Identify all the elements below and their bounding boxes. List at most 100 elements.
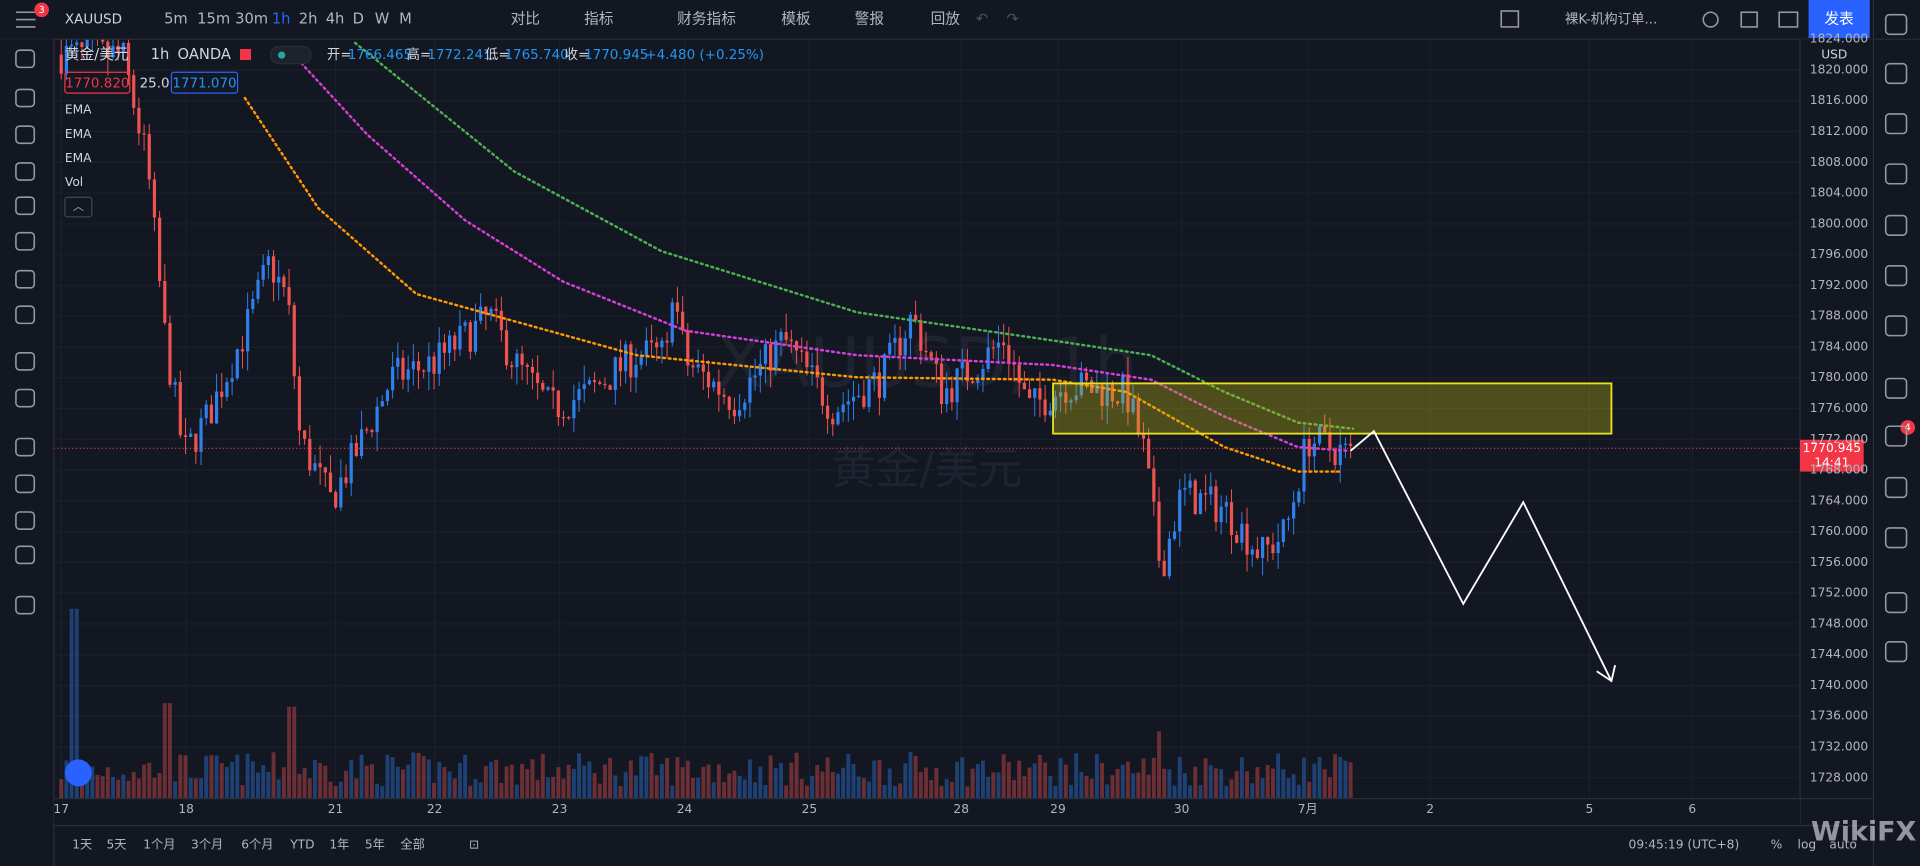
candle-body xyxy=(391,366,395,391)
tool-icon[interactable] xyxy=(15,162,36,181)
candle-body xyxy=(520,353,524,365)
volume-bar xyxy=(685,760,690,799)
compare-range-icon[interactable]: ⊡ xyxy=(469,838,479,852)
collapse-button[interactable] xyxy=(64,196,93,218)
toolbar-button[interactable]: 模板 xyxy=(781,10,811,28)
range-button[interactable]: 3个月 xyxy=(191,838,223,852)
publish-button[interactable] xyxy=(1808,0,1870,38)
projection-path[interactable] xyxy=(1350,429,1613,682)
volume-bar xyxy=(323,765,328,799)
toolbar-button[interactable]: 指标 xyxy=(584,11,614,28)
tool-icon[interactable] xyxy=(15,305,36,325)
undo-icon[interactable]: ↶ xyxy=(976,11,988,28)
log-toggle[interactable]: log xyxy=(1798,838,1817,852)
range-button[interactable]: 6个月 xyxy=(241,838,273,852)
volume-bar xyxy=(825,757,830,799)
publish-label[interactable]: 发表 xyxy=(1824,11,1854,28)
toolbar-button[interactable]: 回放 xyxy=(931,11,961,28)
side-icon[interactable] xyxy=(1884,214,1908,236)
tool-icon[interactable] xyxy=(15,231,36,251)
tool-icon[interactable] xyxy=(15,49,36,69)
candle-body xyxy=(111,45,115,58)
range-button[interactable]: 1个月 xyxy=(143,838,175,852)
interval[interactable]: W xyxy=(375,11,390,28)
volume-bar xyxy=(613,775,618,799)
tool-icon[interactable] xyxy=(15,511,36,530)
auto-toggle[interactable]: auto xyxy=(1829,838,1857,852)
tool-icon[interactable] xyxy=(15,351,36,371)
percent-toggle[interactable]: % xyxy=(1771,838,1783,852)
tool-icon[interactable] xyxy=(15,269,36,289)
side-icon[interactable] xyxy=(1884,265,1908,287)
redo-icon[interactable]: ↷ xyxy=(1007,11,1019,28)
volume-bar xyxy=(266,771,271,799)
symbol[interactable]: XAUUSD xyxy=(65,12,122,28)
layout-name[interactable]: 裸K-机构订单... xyxy=(1565,12,1657,28)
tool-icon[interactable] xyxy=(15,595,36,615)
flag[interactable] xyxy=(240,48,252,61)
range-button[interactable]: 1天 xyxy=(72,838,92,852)
volume-bar xyxy=(142,764,147,799)
camera-icon[interactable] xyxy=(1778,11,1799,28)
interval[interactable]: 30m xyxy=(235,11,268,28)
collapse-icon[interactable]: ︿ xyxy=(73,200,84,213)
candle-body xyxy=(826,405,830,419)
bid-box[interactable] xyxy=(64,71,131,94)
interval[interactable]: 5m xyxy=(164,11,188,28)
range-button[interactable]: YTD xyxy=(289,838,314,852)
interval[interactable]: M xyxy=(399,11,412,28)
volume-bar xyxy=(960,757,965,799)
volume-bar xyxy=(1027,767,1032,799)
side-icon[interactable] xyxy=(1884,641,1908,663)
candle-body xyxy=(484,306,488,315)
interval[interactable]: 1h xyxy=(272,11,291,28)
ask-box[interactable] xyxy=(170,71,239,94)
side-icon[interactable] xyxy=(1884,315,1908,337)
fullscreen-icon[interactable] xyxy=(1500,10,1520,28)
tool-icon[interactable] xyxy=(15,545,36,565)
candle-body xyxy=(582,384,586,390)
interval[interactable]: 4h xyxy=(326,11,345,28)
candle-body xyxy=(189,433,193,438)
interval[interactable]: 15m xyxy=(197,11,230,28)
candle-body xyxy=(1338,444,1342,466)
side-icon[interactable] xyxy=(1884,425,1908,447)
settings-icon[interactable] xyxy=(1702,11,1719,28)
candle-body xyxy=(737,410,742,417)
toolbar-button[interactable]: 财务指标 xyxy=(677,11,736,28)
tool-icon[interactable] xyxy=(15,388,36,408)
side-icon[interactable] xyxy=(1884,476,1908,499)
tool-icon[interactable] xyxy=(15,88,36,108)
candle-body xyxy=(142,133,146,135)
candle-body xyxy=(629,344,633,378)
side-icon[interactable] xyxy=(1884,13,1908,36)
tool-icon[interactable] xyxy=(15,474,36,494)
side-icon[interactable] xyxy=(1884,163,1908,185)
side-icon[interactable] xyxy=(1884,377,1908,399)
range-button[interactable]: 全部 xyxy=(400,837,424,852)
tool-icon[interactable] xyxy=(15,125,36,145)
volume-bar xyxy=(654,775,659,799)
candle-body xyxy=(872,372,876,380)
toolbar-button[interactable]: 警报 xyxy=(855,11,885,28)
side-icon[interactable] xyxy=(1884,592,1908,614)
tool-icon[interactable] xyxy=(15,437,36,457)
tool-icon[interactable] xyxy=(15,196,36,216)
interval[interactable]: D xyxy=(353,11,364,28)
candle-body xyxy=(1271,544,1275,554)
candle-body xyxy=(908,314,913,339)
candle-body xyxy=(349,443,353,484)
zone-box[interactable] xyxy=(1052,382,1613,435)
candle-body xyxy=(1333,449,1337,466)
side-icon[interactable] xyxy=(1884,113,1908,135)
side-icon[interactable] xyxy=(1884,62,1908,85)
side-icon[interactable] xyxy=(1884,527,1908,549)
range-button[interactable]: 5年 xyxy=(365,838,385,852)
range-button[interactable]: 1年 xyxy=(329,838,349,852)
interval[interactable]: 2h xyxy=(299,11,318,28)
range-button[interactable]: 5天 xyxy=(107,838,127,852)
toolbar-button[interactable]: 对比 xyxy=(511,11,540,28)
menu-icon[interactable] xyxy=(15,11,36,28)
expand-icon[interactable] xyxy=(1740,11,1758,28)
